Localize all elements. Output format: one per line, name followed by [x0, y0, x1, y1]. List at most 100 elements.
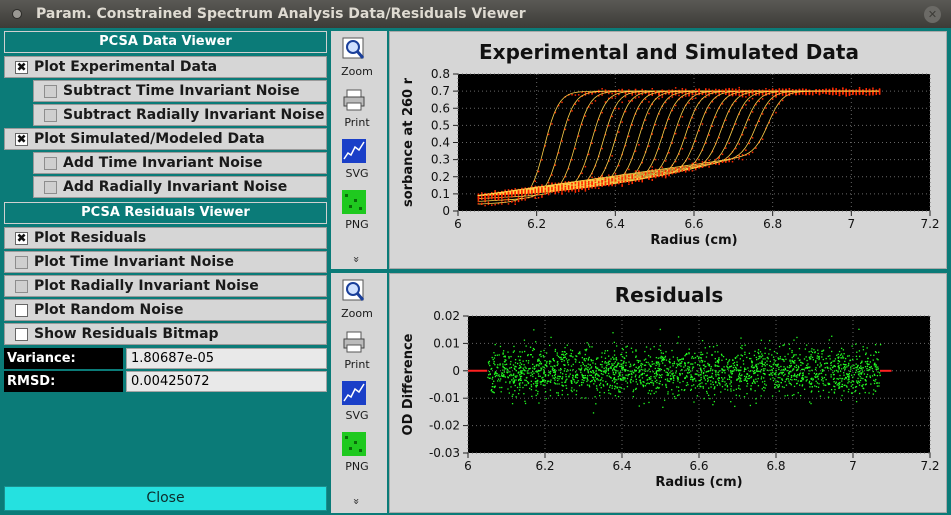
simulated-curve-segment — [594, 157, 599, 168]
simulated-curve-segment — [677, 113, 682, 123]
experimental-point — [567, 186, 570, 188]
svg-export-button[interactable]: SVG — [331, 381, 387, 431]
residual-point — [804, 376, 806, 378]
experimental-point — [684, 171, 687, 173]
experimental-point — [805, 88, 807, 91]
print-button[interactable]: Print — [331, 330, 387, 380]
data-chart[interactable]: 6 6.2 6.4 6.6 6.8 7 7.2 0 0.1 0.2 0.3 0.4 0.5 0.6 0.7 0… — [390, 32, 948, 270]
print-button[interactable]: Print — [331, 88, 387, 138]
experimental-point — [484, 204, 486, 207]
simulated-curve-segment — [587, 141, 592, 154]
residual-point — [614, 395, 617, 397]
zoom-label: Zoom — [341, 307, 373, 320]
add-ti-noise-checkbox[interactable]: Add Time Invariant Noise — [33, 152, 327, 174]
plot-ri-noise-checkbox[interactable]: Plot Radially Invariant Noise — [4, 275, 327, 297]
experimental-point — [584, 182, 587, 185]
experimental-point — [601, 88, 603, 90]
experimental-point — [587, 153, 590, 156]
experimental-point — [638, 96, 640, 98]
residual-point — [538, 359, 540, 362]
experimental-point — [501, 197, 503, 200]
residual-point — [586, 384, 589, 386]
residual-point — [830, 368, 832, 371]
simulated-curve-segment — [661, 159, 666, 166]
svg-export-button[interactable]: SVG — [331, 139, 387, 189]
subtract-ti-noise-checkbox[interactable]: Subtract Time Invariant Noise — [33, 80, 327, 102]
png-export-button[interactable]: PNG — [331, 190, 387, 240]
window-menu-icon[interactable] — [12, 9, 22, 19]
simulated-curve-segment — [678, 91, 682, 94]
simulated-curve-segment — [584, 106, 589, 115]
residual-point — [685, 375, 688, 377]
experimental-point — [574, 187, 577, 190]
data-x-tick-label: 6.8 — [763, 217, 782, 231]
experimental-point — [591, 181, 593, 184]
experimental-point — [631, 100, 633, 102]
plot-residuals-checkbox[interactable]: ✖ Plot Residuals — [4, 227, 327, 249]
add-ri-noise-checkbox[interactable]: Add Radially Invariant Noise — [33, 176, 327, 198]
experimental-point — [771, 88, 774, 90]
experimental-point — [664, 175, 667, 177]
experimental-point — [547, 192, 550, 195]
residual-point — [583, 365, 586, 367]
simulated-curve-segment — [688, 92, 692, 94]
plot-random-noise-checkbox[interactable]: Plot Random Noise — [4, 299, 327, 321]
residual-point — [594, 396, 596, 398]
experimental-point — [785, 89, 787, 91]
experimental-point — [628, 168, 630, 171]
experimental-point — [517, 190, 520, 192]
residuals-chart[interactable]: 6 6.2 6.4 6.6 6.8 7 7.2 0.02 0.01 0 -0.01 -0.02 -0.0… — [390, 274, 948, 514]
png-label: PNG — [345, 460, 369, 473]
experimental-point — [731, 89, 734, 92]
simulated-curve-segment — [745, 92, 749, 95]
simulated-curve-segment — [744, 152, 749, 156]
show-residuals-bitmap-checkbox[interactable]: Show Residuals Bitmap — [4, 323, 327, 345]
toolbar-expand-icon[interactable]: » — [349, 498, 363, 505]
experimental-point — [507, 193, 510, 195]
zoom-button[interactable]: Zoom — [331, 37, 387, 87]
simulated-curve-segment — [661, 174, 665, 176]
rmsd-field[interactable]: 0.00425072 — [126, 371, 327, 392]
residual-point — [512, 364, 515, 366]
experimental-point — [628, 175, 630, 177]
simulated-curve-segment — [651, 99, 656, 105]
simulated-curve-segment — [557, 140, 562, 154]
zoom-button[interactable]: Zoom — [331, 279, 387, 329]
close-button[interactable]: Close — [4, 486, 327, 511]
experimental-point — [825, 88, 827, 91]
experimental-point — [741, 89, 744, 92]
png-export-button[interactable]: PNG — [331, 432, 387, 482]
experimental-point — [591, 186, 593, 188]
plot-simulated-label: Plot Simulated/Modeled Data — [34, 131, 265, 147]
residuals-x-tick-label: 6.8 — [766, 459, 785, 473]
experimental-point — [574, 185, 577, 188]
experimental-point — [688, 126, 690, 128]
subtract-ri-noise-checkbox[interactable]: Subtract Radially Invariant Noise — [33, 104, 327, 126]
experimental-point — [557, 186, 560, 189]
variance-field[interactable]: 1.80687e-05 — [126, 348, 327, 369]
plot-simulated-checkbox[interactable]: ✖ Plot Simulated/Modeled Data — [4, 128, 327, 150]
plot-experimental-checkbox[interactable]: ✖ Plot Experimental Data — [4, 56, 327, 78]
toolbar-expand-icon[interactable]: » — [349, 256, 363, 263]
residual-point — [652, 382, 655, 384]
experimental-point — [634, 174, 637, 176]
simulated-curve-segment — [681, 136, 686, 147]
experimental-point — [587, 188, 590, 190]
residual-point — [530, 380, 532, 382]
simulated-curve-segment — [707, 124, 713, 135]
experimental-point — [641, 93, 643, 96]
simulated-curve-segment — [764, 101, 769, 107]
plot-ti-noise-checkbox[interactable]: Plot Time Invariant Noise — [4, 251, 327, 273]
experimental-point — [631, 182, 633, 185]
simulated-curve-segment — [597, 146, 602, 158]
residual-point — [647, 354, 650, 357]
experimental-point — [544, 191, 547, 193]
window-close-icon[interactable]: ✕ — [924, 6, 941, 23]
experimental-point — [698, 90, 700, 92]
experimental-point — [761, 113, 764, 115]
experimental-point — [658, 148, 660, 150]
residuals-x-tick-label: 6.6 — [689, 459, 708, 473]
residuals-y-tick-label: 0.01 — [433, 336, 460, 350]
experimental-point — [651, 166, 654, 168]
experimental-point — [554, 164, 557, 166]
